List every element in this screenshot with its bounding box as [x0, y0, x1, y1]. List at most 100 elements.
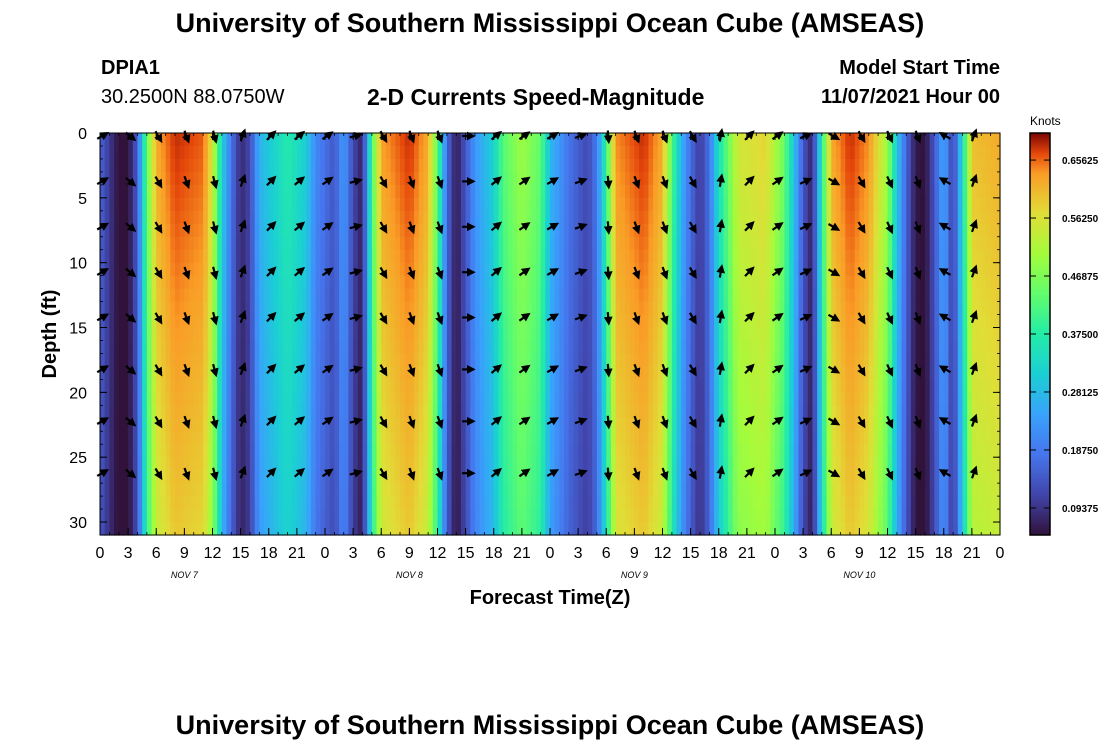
- heat-cell: [278, 197, 284, 212]
- heat-cell: [240, 405, 246, 419]
- heat-cell: [165, 275, 171, 290]
- heat-cell: [742, 133, 748, 147]
- heat-cell: [521, 405, 528, 419]
- heat-cell: [165, 522, 171, 536]
- heat-cell: [479, 353, 485, 368]
- heat-cell: [132, 509, 139, 523]
- heat-cell: [662, 340, 668, 355]
- heat-cell: [268, 327, 275, 342]
- heat-cell: [540, 249, 546, 264]
- heat-cell: [615, 184, 621, 199]
- heat-cell: [371, 158, 378, 173]
- heat-cell: [690, 496, 696, 510]
- heat-cell: [676, 457, 682, 471]
- heat-cell: [493, 223, 500, 238]
- heat-cell: [395, 379, 401, 393]
- heat-cell: [559, 353, 565, 368]
- heat-cell: [470, 184, 476, 199]
- heat-cell: [639, 236, 645, 251]
- heat-cell: [573, 171, 579, 186]
- heat-cell: [779, 184, 785, 199]
- heat-cell: [348, 236, 354, 251]
- heat-cell: [582, 210, 589, 225]
- heat-cell: [700, 210, 706, 225]
- heat-cell: [606, 496, 612, 510]
- heat-cell: [615, 392, 621, 406]
- heat-cell: [460, 444, 467, 458]
- heat-cell: [620, 262, 626, 277]
- heat-cell: [765, 418, 771, 432]
- heat-cell: [817, 249, 823, 264]
- heat-cell: [292, 145, 298, 160]
- heat-cell: [789, 496, 795, 510]
- heat-cell: [310, 262, 317, 277]
- heat-cell: [667, 522, 673, 536]
- heat-cell: [831, 249, 837, 264]
- heat-cell: [217, 366, 223, 380]
- heat-cell: [784, 158, 790, 173]
- heat-cell: [484, 171, 490, 186]
- heat-cell: [489, 262, 495, 277]
- heat-cell: [353, 327, 359, 342]
- heat-cell: [217, 457, 223, 471]
- heat-cell: [156, 275, 162, 290]
- heat-cell: [198, 431, 204, 445]
- heat-cell: [306, 457, 312, 471]
- heat-cell: [662, 431, 668, 445]
- heat-cell: [535, 236, 542, 251]
- heat-cell: [475, 314, 481, 329]
- heat-cell: [451, 379, 457, 393]
- heat-cell: [264, 340, 270, 355]
- heat-cell: [629, 262, 635, 277]
- heat-cell: [254, 327, 260, 342]
- heat-cell: [250, 405, 256, 419]
- heat-cell: [348, 171, 354, 186]
- heat-cell: [517, 379, 523, 393]
- heat-cell: [414, 405, 420, 419]
- heat-cell: [732, 379, 739, 393]
- heat-cell: [681, 301, 687, 316]
- heat-cell: [287, 418, 293, 432]
- heat-cell: [667, 314, 673, 329]
- heat-cell: [756, 353, 762, 368]
- heat-cell: [460, 171, 467, 186]
- heat-cell: [221, 509, 228, 523]
- heat-cell: [296, 275, 303, 290]
- heat-cell: [348, 301, 354, 316]
- heat-cell: [728, 249, 734, 264]
- heat-cell: [446, 210, 453, 225]
- heat-cell: [507, 262, 514, 277]
- heat-cell: [685, 236, 692, 251]
- heat-cell: [690, 288, 696, 303]
- heat-cell: [568, 210, 575, 225]
- heat-cell: [840, 496, 846, 510]
- heat-cell: [732, 210, 739, 225]
- heat-cell: [418, 158, 425, 173]
- heat-cell: [625, 379, 631, 393]
- heat-cell: [198, 418, 204, 432]
- heat-cell: [704, 223, 710, 238]
- heat-cell: [507, 236, 514, 251]
- heat-cell: [231, 444, 237, 458]
- heat-cell: [639, 262, 645, 277]
- heat-cell: [451, 457, 457, 471]
- heat-cell: [212, 522, 218, 536]
- heat-cell: [282, 379, 289, 393]
- heat-cell: [428, 457, 434, 471]
- heat-cell: [315, 288, 321, 303]
- heat-cell: [446, 133, 453, 147]
- heat-cell: [381, 327, 387, 342]
- heat-cell: [779, 431, 785, 445]
- heat-cell: [503, 418, 509, 432]
- heat-cell: [404, 249, 410, 264]
- heat-cell: [339, 418, 345, 432]
- heat-cell: [118, 314, 125, 329]
- heat-cell: [367, 431, 373, 445]
- heat-cell: [432, 392, 439, 406]
- heat-cell: [170, 353, 176, 368]
- heat-cell: [423, 483, 429, 497]
- heat-cell: [620, 496, 626, 510]
- heat-cell: [315, 366, 321, 380]
- heat-cell: [634, 379, 640, 393]
- heat-cell: [634, 509, 640, 523]
